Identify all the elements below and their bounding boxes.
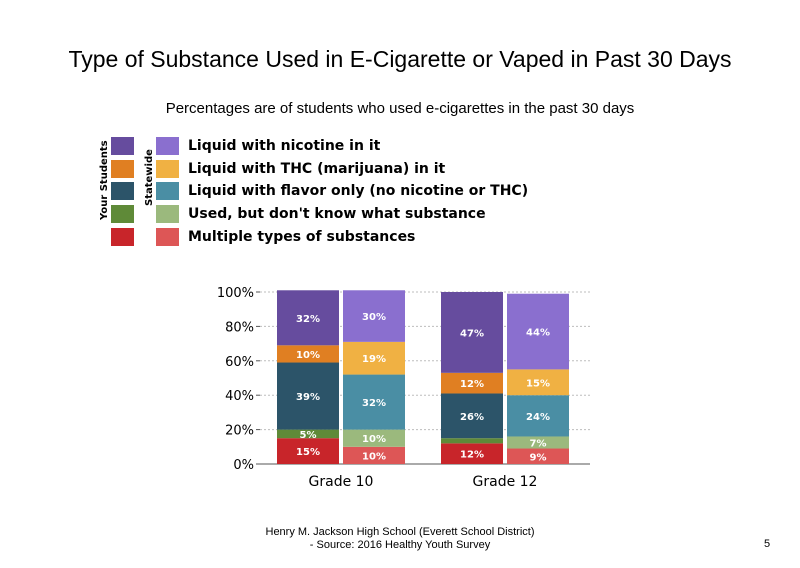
- bar-segment-statewide: [343, 446, 405, 464]
- y-tick-label: 80%: [225, 320, 254, 335]
- data-label: 12%: [460, 450, 484, 461]
- data-label: 39%: [296, 392, 320, 403]
- data-label: 19%: [362, 354, 386, 365]
- footer-school: Henry M. Jackson High School (Everett Sc…: [265, 526, 535, 538]
- data-label: 32%: [362, 398, 386, 409]
- data-label: 24%: [526, 412, 550, 423]
- legend-item-label: Used, but don't know what substance: [188, 206, 486, 222]
- bar-segment-statewide: [507, 436, 569, 449]
- data-label: 9%: [530, 452, 547, 463]
- data-label: 10%: [296, 350, 320, 361]
- page-number: 5: [764, 538, 771, 550]
- data-label: 10%: [362, 434, 386, 445]
- legend-swatch-state: [156, 182, 179, 200]
- data-label: 47%: [460, 328, 484, 339]
- footer: Henry M. Jackson High School (Everett Sc…: [200, 526, 600, 552]
- bar-segment-your-students: [277, 290, 339, 346]
- bar-segment-your-students: [441, 393, 503, 439]
- bar-segment-statewide: [507, 369, 569, 396]
- x-tick-label: Grade 10: [309, 474, 374, 490]
- bar-segment-your-students: [277, 362, 339, 430]
- bar-segment-statewide: [343, 341, 405, 375]
- bar-segment-statewide: [343, 290, 405, 342]
- chart-subtitle: Percentages are of students who used e-c…: [165, 100, 635, 117]
- x-tick-label: Grade 12: [473, 474, 538, 490]
- legend-swatch-school: [111, 182, 134, 200]
- data-label: 44%: [526, 328, 550, 339]
- bar-segment-your-students: [277, 345, 339, 363]
- data-label: 30%: [362, 312, 386, 323]
- bar-segment-statewide: [507, 448, 569, 464]
- bar-segment-your-students: [277, 429, 339, 439]
- footer-source: - Source: 2016 Healthy Youth Survey: [309, 539, 491, 551]
- legend-item-label: Multiple types of substances: [188, 229, 416, 245]
- bar-segment-your-students: [441, 292, 503, 373]
- bar-segment-statewide: [507, 395, 569, 437]
- bar-segment-your-students: [441, 372, 503, 394]
- data-label: 15%: [526, 378, 550, 389]
- data-label: 10%: [362, 451, 386, 462]
- y-tick-label: 40%: [225, 389, 254, 404]
- legend-item-label: Liquid with THC (marijuana) in it: [188, 161, 446, 177]
- legend-swatch-school: [111, 160, 134, 178]
- legend-swatch-state: [156, 228, 179, 246]
- data-label: 32%: [296, 314, 320, 325]
- y-tick-label: 20%: [225, 424, 254, 439]
- legend-item-label: Liquid with nicotine in it: [188, 138, 381, 154]
- legend-item-label: Liquid with flavor only (no nicotine or …: [188, 183, 529, 199]
- bar-segment-your-students: [277, 438, 339, 464]
- data-label: 5%: [300, 430, 317, 441]
- data-label: 7%: [530, 439, 547, 450]
- chart-title: Type of Substance Used in E-Cigarette or…: [68, 46, 732, 72]
- y-tick-label: 60%: [225, 355, 254, 370]
- bar-segment-statewide: [343, 429, 405, 447]
- bar-segment-your-students: [441, 443, 503, 464]
- legend-swatch-school: [111, 137, 134, 155]
- legend-swatch-state: [156, 160, 179, 178]
- legend-swatch-state: [156, 137, 179, 155]
- data-label: 26%: [460, 412, 484, 423]
- bar-segment-statewide: [507, 293, 569, 370]
- bar-segment-statewide: [343, 374, 405, 430]
- data-label: 12%: [460, 379, 484, 390]
- y-tick-label: 0%: [233, 458, 254, 473]
- legend-swatch-school: [111, 228, 134, 246]
- y-tick-label: 100%: [217, 286, 254, 301]
- bar-segment-your-students: [441, 438, 503, 444]
- data-label: 15%: [296, 447, 320, 458]
- legend-swatch-state: [156, 205, 179, 223]
- legend-swatch-school: [111, 205, 134, 223]
